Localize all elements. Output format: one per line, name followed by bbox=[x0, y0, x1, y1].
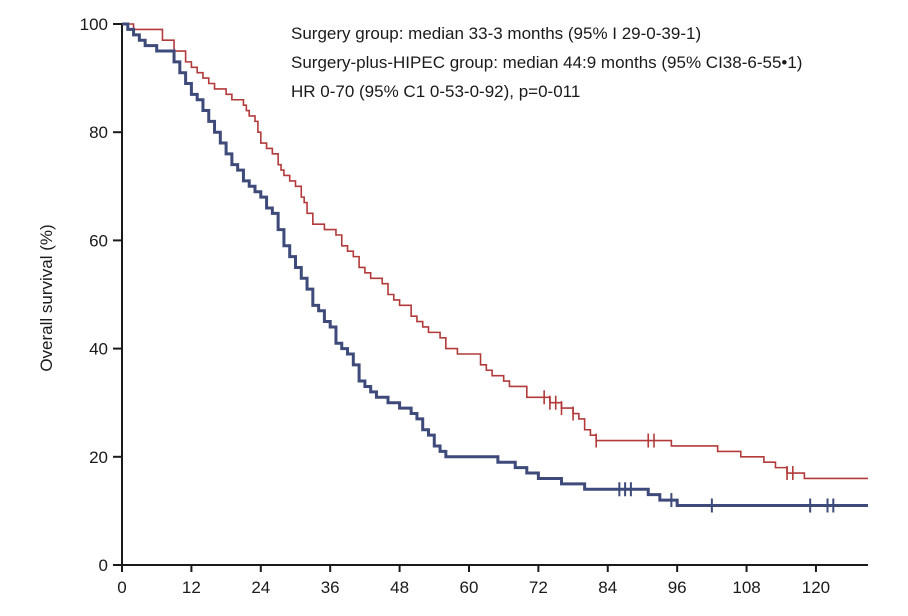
survival-curve-2 bbox=[122, 22, 868, 507]
y-tick-label: 0 bbox=[99, 556, 108, 575]
x-tick-label: 0 bbox=[117, 578, 126, 597]
x-tick-label: 84 bbox=[598, 578, 617, 597]
x-tick-label: 72 bbox=[529, 578, 548, 597]
survival-curves bbox=[122, 22, 868, 513]
survival-curve-1 bbox=[122, 23, 868, 480]
x-tick-label: 12 bbox=[182, 578, 201, 597]
x-tick-label: 108 bbox=[732, 578, 760, 597]
x-tick-label: 48 bbox=[390, 578, 409, 597]
y-tick-label: 20 bbox=[89, 448, 108, 467]
annotation-hazard-ratio: HR 0-70 (95% C1 0-53-0-92), p=0-011 bbox=[291, 82, 581, 101]
y-axis-title: Overall survival (%) bbox=[37, 224, 56, 371]
axes: 0 12 24 36 48 60 72 84 96 108 120 0 20 40 60 80 100 bbox=[80, 15, 868, 597]
x-tick-label: 120 bbox=[802, 578, 830, 597]
y-tick-label: 60 bbox=[89, 231, 108, 250]
annotation-surgery-median: Surgery group: median 33-3 months (95% I… bbox=[291, 24, 702, 43]
y-tick-label: 40 bbox=[89, 340, 108, 359]
x-tick-label: 36 bbox=[321, 578, 340, 597]
y-tick-label: 100 bbox=[80, 15, 108, 34]
annotation-hipec-median: Surgery-plus-HIPEC group: median 44:9 mo… bbox=[291, 53, 803, 72]
y-tick-label: 80 bbox=[89, 123, 108, 142]
x-tick-label: 24 bbox=[251, 578, 270, 597]
x-tick-label: 60 bbox=[460, 578, 479, 597]
x-tick-label: 96 bbox=[668, 578, 687, 597]
